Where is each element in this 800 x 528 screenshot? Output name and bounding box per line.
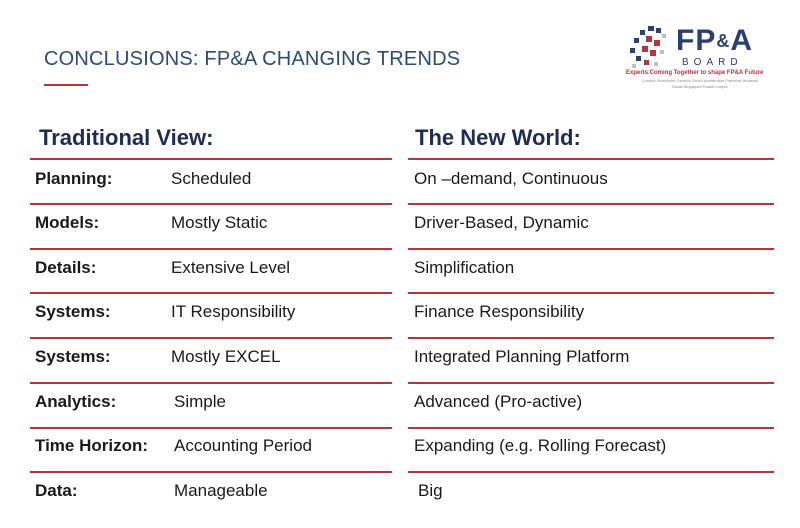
row-divider: [30, 248, 392, 250]
row-label: Systems:: [35, 302, 111, 321]
row-divider: [30, 471, 392, 473]
new-world-value: Simplification: [414, 258, 515, 277]
new-world-heading: The New World:: [415, 125, 581, 150]
traditional-value: Mostly Static: [171, 213, 268, 232]
row-label: Analytics:: [35, 392, 117, 411]
row-divider: [30, 158, 392, 160]
row-label: Planning:: [35, 169, 113, 188]
row-label: Details:: [35, 258, 97, 277]
traditional-value: Extensive Level: [171, 258, 291, 277]
fpa-board-logo: FP&A BOARD Experts Coming Together to sh…: [626, 22, 786, 102]
row-label: Systems:: [35, 347, 111, 366]
traditional-value: Accounting Period: [174, 436, 312, 455]
traditional-value: Scheduled: [171, 169, 252, 188]
row-divider: [408, 382, 774, 384]
row-divider: [408, 292, 774, 294]
traditional-view-heading: Traditional View:: [39, 125, 214, 150]
row-divider: [408, 248, 774, 250]
logo-wordmark: FP&A: [676, 24, 754, 57]
row-divider: [30, 337, 392, 339]
row-divider: [408, 158, 774, 160]
row-label: Time Horizon:: [35, 436, 149, 455]
row-label: Data:: [35, 481, 78, 500]
row-divider: [30, 427, 392, 429]
row-divider: [30, 382, 392, 384]
logo-cities: London Stockholm Geneva Zurich Amsterdam…: [642, 78, 758, 89]
new-world-value: Integrated Planning Platform: [414, 347, 630, 366]
row-divider: [408, 427, 774, 429]
page-title: CONCLUSIONS: FP&A CHANGING TRENDS: [44, 48, 461, 70]
logo-tagline: Experts Coming Together to shape FP&A Fu…: [626, 70, 764, 76]
traditional-value: Manageable: [174, 481, 268, 500]
row-divider: [408, 203, 774, 205]
traditional-value: Simple: [174, 392, 226, 411]
new-world-value: Big: [418, 481, 443, 500]
row-divider: [408, 337, 774, 339]
new-world-value: Finance Responsibility: [414, 302, 585, 321]
logo-mark-icon: [630, 26, 666, 68]
row-divider: [408, 471, 774, 473]
new-world-value: Advanced (Pro-active): [414, 392, 583, 411]
row-divider: [30, 292, 392, 294]
traditional-value: Mostly EXCEL: [171, 347, 281, 366]
traditional-value: IT Responsibility: [171, 302, 296, 321]
new-world-value: On –demand, Continuous: [414, 169, 608, 188]
row-divider: [30, 203, 392, 205]
logo-board-text: BOARD: [682, 57, 743, 68]
new-world-value: Expanding (e.g. Rolling Forecast): [414, 436, 667, 455]
title-underline: [44, 84, 88, 86]
row-label: Models:: [35, 213, 100, 232]
new-world-value: Driver-Based, Dynamic: [414, 213, 589, 232]
